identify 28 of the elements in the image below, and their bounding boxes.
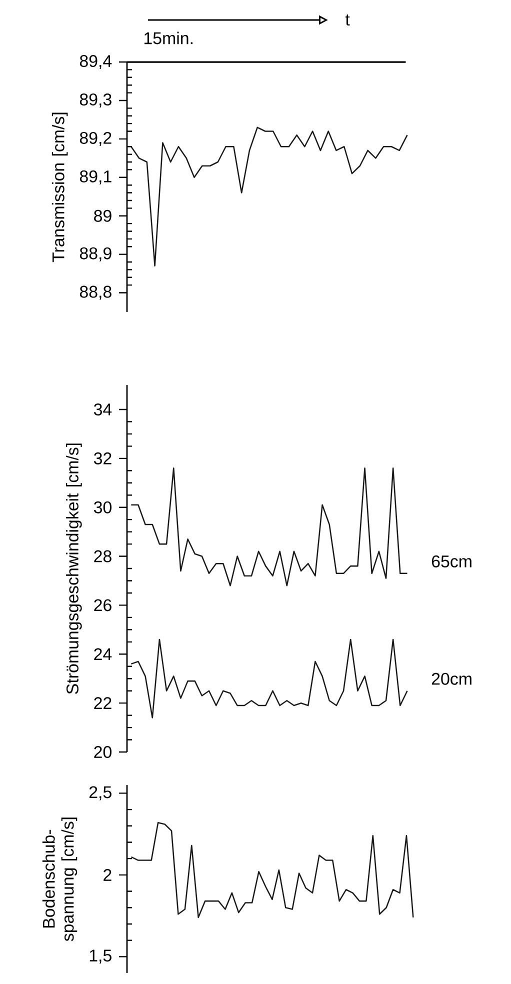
y-tick-label: 24	[94, 648, 112, 660]
line-series	[130, 468, 408, 586]
y-axis-title: Bodenschub-spannung [cm/s]	[42, 818, 78, 942]
line-series	[130, 638, 408, 718]
series-label: 65cm	[432, 555, 472, 568]
y-tick-label: 2	[104, 869, 112, 881]
y-axis-title: Transmission [cm/s]	[52, 112, 68, 262]
series-label: 20cm	[432, 672, 472, 685]
y-tick-label: 89,3	[80, 93, 112, 108]
y-tick-label: 34	[94, 403, 112, 416]
y-tick-label: 89	[94, 210, 112, 222]
y-tick-label: 1,5	[90, 950, 112, 964]
y-tick-label: 88,8	[80, 286, 112, 300]
y-tick-label: 2,5	[89, 786, 112, 800]
y-tick-label: 32	[94, 452, 112, 464]
y-tick-label: 89,4	[80, 55, 112, 70]
y-axis-title: Strömungsgeschwindigkeit [cm/s]	[66, 444, 82, 694]
text: 15min.	[144, 32, 192, 44]
y-tick-label: 22	[94, 697, 112, 709]
text: t	[345, 14, 350, 26]
line-series	[130, 126, 408, 267]
y-tick-label: 26	[94, 599, 112, 612]
y-tick-label: 88,9	[80, 247, 112, 262]
y-tick-label: 89,2	[80, 132, 112, 146]
y-tick-label: 30	[94, 501, 112, 514]
y-tick-label: 20	[94, 746, 112, 758]
y-tick-label: 89,1	[80, 170, 112, 184]
y-tick-label: 28	[94, 550, 112, 562]
